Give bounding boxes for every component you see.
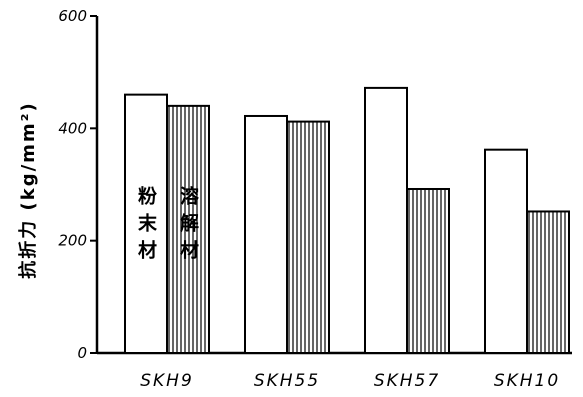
legend-label-powder: 粉末材 — [135, 185, 157, 267]
bar-melted-skh57 — [406, 187, 450, 354]
x-tick-labels: SKH9 SKH55 SKH57 SKH10 — [140, 371, 560, 391]
bar-powder-skh9 — [124, 93, 168, 354]
y-tick-label: 200 — [58, 232, 87, 250]
bars — [124, 86, 570, 354]
y-ticks: 0 200 400 600 — [58, 7, 97, 362]
legend: 粉末材 溶解材 — [135, 185, 199, 267]
y-tick-label: 600 — [58, 7, 87, 25]
bar-melted-skh10 — [526, 210, 570, 354]
y-tick-label: 400 — [58, 119, 87, 137]
bar-powder-skh57 — [364, 86, 408, 354]
y-axis-label: 抗折力 (kg/mm²) — [17, 101, 39, 279]
x-tick-label-skh10: SKH10 — [494, 371, 560, 391]
x-tick-label-skh57: SKH57 — [374, 371, 440, 391]
x-tick-label-skh55: SKH55 — [254, 371, 320, 391]
bar-powder-skh10 — [484, 148, 528, 354]
bar-powder-skh55 — [244, 114, 288, 354]
x-tick-label-skh9: SKH9 — [140, 371, 194, 391]
bar-melted-skh55 — [286, 120, 330, 354]
bar-melted-skh9 — [166, 104, 210, 354]
legend-label-melted: 溶解材 — [177, 185, 199, 267]
y-tick-label: 0 — [77, 344, 87, 362]
